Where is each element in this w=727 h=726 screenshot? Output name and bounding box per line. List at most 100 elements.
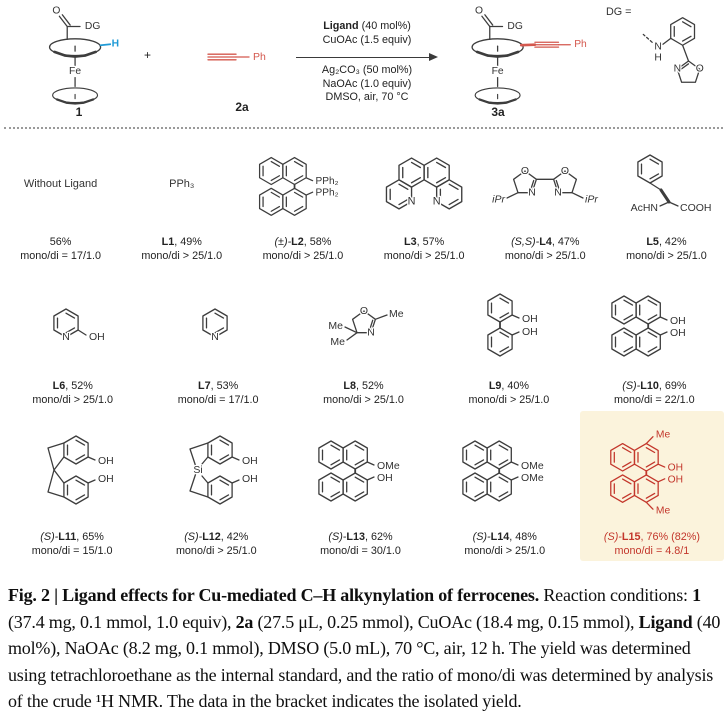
atom-label: OH: [377, 472, 393, 484]
dg-equals-label: DG =: [606, 6, 632, 18]
ph-label: Ph: [574, 39, 587, 50]
compound-1-label: 1: [75, 105, 83, 119]
ligand-ratio-label: mono/di > 25/1.0: [504, 249, 586, 262]
ligand-ratio-label: mono/di = 15/1.0: [31, 544, 113, 557]
ligand-yield-label: L1, 49%: [161, 236, 202, 248]
atom-label: OH: [670, 327, 686, 339]
binol-ome-oh-structure: OMe OH: [305, 437, 401, 505]
spinol-structure: OH OH: [47, 435, 115, 505]
atom-label: O: [359, 305, 367, 317]
ligand-cell-l4: O N O N iPr iPr (S,S)-L4, 47% mono/di > 2…: [485, 132, 606, 266]
atom-label: OH: [242, 455, 258, 467]
atom-label: OH: [89, 331, 105, 343]
atom-label: PPh₂: [315, 176, 338, 187]
ligand-ratio-label: mono/di > 25/1.0: [141, 249, 223, 262]
ligand-structure-biphenol: OH OH: [436, 271, 581, 380]
atom-label: COOH: [680, 202, 712, 214]
atom-label: OMe: [377, 460, 400, 472]
ligand-yield-label: L3, 57%: [403, 236, 445, 248]
atom-label: OMe: [521, 472, 544, 484]
fe-label: Fe: [69, 66, 81, 77]
atom-label: Me: [330, 336, 345, 348]
atom-label: N: [554, 187, 562, 199]
atom-label: OMe: [521, 460, 544, 472]
ligand-structure-sispinol: Si OH OH: [144, 411, 288, 531]
ligand-ratio-label: mono/di > 25/1.0: [464, 544, 546, 557]
ligand-yield-label: (±)-L2, 58%: [274, 236, 332, 248]
ligand-structure-binol_ome2: OMe OMe: [433, 411, 577, 531]
ligand-structure-phe: AcHN COOH: [606, 132, 727, 236]
reaction-arrow: [296, 52, 438, 61]
caption-segment: Reaction conditions:: [539, 585, 693, 605]
ch-h-label: H: [112, 39, 119, 50]
atom-label: O: [561, 165, 569, 177]
ligand-cell-l2: PPh₂ PPh₂ (±)-L2, 58% mono/di > 25/1.0: [242, 132, 363, 266]
ligand-yield-label: (S)-L14, 48%: [472, 531, 537, 543]
atom-label: AcHN: [631, 202, 658, 214]
ligand-structure-binol: OH OH: [582, 271, 727, 380]
ligand-yield-label: (S)-L10, 69%: [622, 380, 687, 392]
binap-structure: PPh₂ PPh₂: [246, 146, 340, 223]
ligand-yield-label: (S)-L11, 65%: [40, 531, 104, 543]
ligand-cell-l13: OMe OH (S)-L13, 62% mono/di = 30/1.0: [288, 411, 432, 561]
atom-label: O: [521, 165, 529, 177]
alkyne-2a-structure: Ph: [207, 50, 267, 64]
atom-label: Me: [328, 320, 343, 332]
ligand-cell-l8: O N Me Me Me L8, 52% mono/di > 25/1.0: [291, 271, 436, 410]
caption-segment: (27.5 μL, 0.25 mmol), CuOAc (18.4 mg, 0.…: [253, 611, 639, 632]
ligand-cell-l5: AcHN COOH L5, 42% mono/di > 25/1.0: [606, 132, 727, 266]
ligand-structure-text: PPh₃: [121, 132, 242, 236]
atom-label-o: O: [475, 5, 483, 16]
atom-label: OH: [668, 474, 683, 485]
ligand-cell-l11: OH OH (S)-L11, 65% mono/di = 15/1.0: [0, 411, 144, 561]
ligand-cell-without-ligand: Without Ligand 56% mono/di = 17/1.0: [0, 132, 121, 266]
directing-group-structure: DG = N H N O: [605, 5, 705, 83]
atom-label: N: [408, 196, 416, 208]
atom-label: N: [528, 187, 536, 199]
ligand-ratio-label: mono/di > 25/1.0: [468, 393, 550, 406]
atom-label: PPh₂: [315, 187, 338, 198]
pyridine-structure: N: [202, 307, 228, 344]
condition-ag2co3: Ag₂CO₃ (50 mol%): [321, 64, 413, 76]
ligand-row-2: N OH L6, 52% mono/di > 25/1.0 N L7, 53% mo…: [0, 271, 727, 410]
hydroxypyridine-structure: N OH: [52, 307, 106, 344]
caption-segment: 2a: [235, 611, 254, 632]
ligand-structure-py: N: [145, 271, 290, 380]
ligand-structure-text: PPh₃: [169, 178, 195, 190]
ligand-cell-l12: Si OH OH (S)-L12, 42% mono/di > 25/1.0: [144, 411, 288, 561]
atom-label: OH: [522, 326, 538, 338]
ph-label: Ph: [253, 51, 266, 63]
ligand-ratio-label: mono/di = 17/1.0: [20, 249, 101, 262]
ligand-yield-label: L6, 52%: [52, 380, 93, 392]
biphenol-structure: OH OH: [487, 292, 539, 357]
ligand-cell-l10: OH OH (S)-L10, 69% mono/di = 22/1.0: [582, 271, 727, 410]
ligand-yield-label: (S,S)-L4, 47%: [511, 236, 580, 248]
atom-label: OH: [98, 455, 114, 467]
product-3a-structure: O DG Ph Fe: [470, 4, 588, 105]
ligand-cell-l15: Me OH OH Me (S)-L15, 76% (82%) mono/di = …: [579, 411, 725, 561]
ligand-cell-l9: OH OH L9, 40% mono/di > 25/1.0: [436, 271, 581, 410]
reaction-scheme: O DG H Fe 1 + Ph 2a Ligand (40 mol%) CuO…: [0, 0, 727, 128]
atom-label: N: [62, 331, 70, 343]
ligand-structure-text: Without Ligand: [23, 178, 98, 190]
caption-segment: ¹H NMR. The data in the bracket indicate…: [95, 691, 522, 711]
ligand-yield-label: (S)-L12, 42%: [184, 531, 249, 543]
atom-label: N: [211, 331, 219, 343]
ligand-structure-oxa: O N Me Me Me: [291, 271, 436, 380]
plus-sign: +: [144, 48, 152, 62]
ligand-structure-bisox: O N O N iPr iPr: [485, 132, 606, 236]
ligand-yield-label: (S)-L13, 62%: [328, 531, 393, 543]
ligand-structure-none: Without Ligand: [0, 132, 121, 236]
condition-solvent: DMSO, air, 70 °C: [325, 91, 409, 103]
condition-cuoac: CuOAc (1.5 equiv): [322, 33, 412, 46]
silaspiro-diol-structure: Si OH OH: [189, 435, 259, 505]
substrate-1-structure: O DG H Fe: [48, 4, 120, 105]
ligand-ratio-label: mono/di > 25/1.0: [383, 249, 465, 262]
atom-label: Me: [656, 429, 671, 440]
atom-label-h: H: [654, 53, 661, 64]
binol-dimethoxy-structure: OMe OMe: [449, 437, 545, 505]
ligand-yield-label: 56%: [49, 236, 72, 248]
caption-segment: 1: [692, 585, 701, 605]
ligand-structure-binol_ome_oh: OMe OH: [288, 411, 432, 531]
conditions-below-arrow: Ag₂CO₃ (50 mol%) NaOAc (1.0 equiv) DMSO,…: [296, 64, 438, 105]
